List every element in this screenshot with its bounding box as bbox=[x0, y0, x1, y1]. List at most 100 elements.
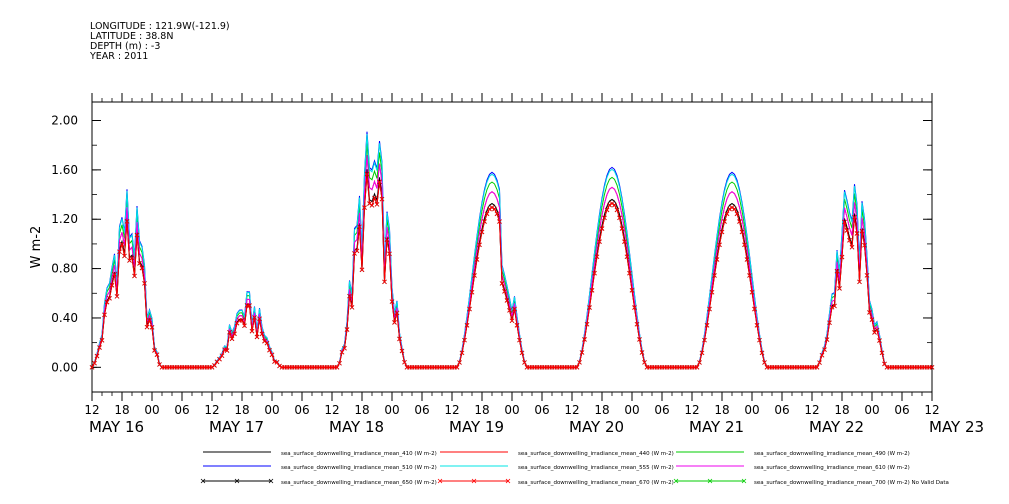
series-marker bbox=[607, 202, 612, 208]
legend-label: sea_surface_downwelling_irradiance_mean_… bbox=[518, 451, 674, 457]
series-marker bbox=[694, 365, 700, 370]
series-marker bbox=[387, 251, 392, 257]
series-marker bbox=[519, 350, 525, 356]
x-day-label: MAY 23 bbox=[929, 418, 984, 436]
series-marker bbox=[269, 352, 275, 358]
x-tick-label: 06 bbox=[174, 403, 189, 417]
series-marker bbox=[377, 179, 382, 185]
series-marker bbox=[609, 201, 615, 206]
series-marker bbox=[112, 271, 117, 277]
series-marker bbox=[107, 296, 112, 301]
series-marker bbox=[619, 226, 625, 231]
x-tick-label: 06 bbox=[654, 403, 669, 417]
series-marker bbox=[599, 226, 605, 231]
series-marker bbox=[747, 273, 752, 278]
series-marker bbox=[89, 365, 95, 370]
legend-label: sea_surface_downwelling_irradiance_mean_… bbox=[754, 480, 949, 486]
series-marker bbox=[469, 289, 475, 295]
series-marker bbox=[827, 320, 832, 326]
series-marker bbox=[859, 228, 865, 234]
series-marker bbox=[147, 317, 152, 323]
series-marker bbox=[929, 365, 935, 370]
series-marker bbox=[492, 206, 497, 212]
series-marker bbox=[752, 306, 757, 312]
series-marker bbox=[839, 254, 845, 260]
metadata-latitude: LATITUDE : 38.8N bbox=[90, 31, 174, 42]
series-marker bbox=[217, 356, 222, 362]
series-marker bbox=[849, 244, 855, 250]
series-line bbox=[92, 155, 932, 368]
series-marker bbox=[359, 267, 365, 273]
series-marker bbox=[617, 215, 622, 221]
series-marker bbox=[734, 211, 740, 217]
metadata-longitude: LONGITUDE : 121.9W(-121.9) bbox=[90, 21, 230, 32]
series-line bbox=[92, 169, 932, 368]
x-tick-label: 00 bbox=[264, 403, 279, 417]
series-marker bbox=[579, 350, 585, 355]
series-marker bbox=[722, 219, 727, 224]
x-tick-label: 12 bbox=[204, 403, 219, 417]
series-marker bbox=[132, 273, 137, 279]
series-marker bbox=[224, 348, 230, 353]
x-day-label: MAY 17 bbox=[209, 418, 264, 436]
series-marker bbox=[474, 257, 480, 262]
series-marker bbox=[489, 205, 495, 210]
series-marker bbox=[457, 360, 462, 365]
series-marker bbox=[829, 304, 835, 310]
series-marker bbox=[814, 365, 820, 370]
series-marker bbox=[584, 321, 590, 327]
series-marker bbox=[249, 328, 255, 334]
x-tick-label: 12 bbox=[804, 403, 819, 417]
y-tick-label: 0.80 bbox=[51, 262, 78, 276]
series-marker bbox=[344, 327, 350, 332]
series-marker bbox=[479, 229, 485, 235]
series-marker bbox=[229, 336, 235, 342]
series-marker bbox=[602, 215, 607, 221]
legend-label: sea_surface_downwelling_irradiance_mean_… bbox=[518, 465, 674, 471]
series-marker bbox=[819, 352, 825, 358]
legend-label: sea_surface_downwelling_irradiance_mean_… bbox=[281, 465, 437, 471]
series-marker bbox=[349, 305, 355, 310]
x-tick-label: 18 bbox=[114, 403, 129, 417]
x-tick-label: 18 bbox=[234, 403, 249, 417]
series-marker bbox=[842, 219, 847, 225]
series-marker bbox=[749, 289, 755, 295]
series-marker bbox=[729, 205, 735, 210]
legend-marker bbox=[673, 478, 679, 484]
series-marker bbox=[372, 195, 377, 201]
series-marker bbox=[762, 360, 767, 365]
x-day-label: MAY 22 bbox=[809, 418, 864, 436]
series-marker bbox=[122, 253, 127, 259]
series-marker bbox=[462, 337, 467, 343]
series-marker bbox=[707, 306, 712, 312]
x-tick-label: 06 bbox=[414, 403, 429, 417]
x-day-label: MAY 20 bbox=[569, 418, 624, 436]
series-marker bbox=[154, 352, 160, 357]
series-marker bbox=[877, 338, 882, 343]
x-day-label: MAY 21 bbox=[689, 418, 744, 436]
series-marker bbox=[482, 219, 487, 224]
series-marker bbox=[642, 360, 647, 365]
x-tick-label: 00 bbox=[504, 403, 519, 417]
series-marker bbox=[242, 323, 247, 329]
series-marker bbox=[697, 360, 702, 365]
series-marker bbox=[102, 312, 107, 318]
series-marker bbox=[514, 323, 520, 328]
series-marker bbox=[267, 347, 272, 353]
series-marker bbox=[494, 211, 500, 217]
x-tick-label: 18 bbox=[474, 403, 489, 417]
series-marker bbox=[119, 242, 125, 247]
series-line bbox=[92, 155, 932, 368]
x-tick-label: 12 bbox=[564, 403, 579, 417]
series-marker bbox=[604, 207, 610, 213]
x-tick-label: 00 bbox=[864, 403, 879, 417]
series-marker bbox=[504, 298, 510, 303]
series-marker bbox=[277, 363, 282, 369]
series-marker bbox=[834, 268, 840, 274]
series-marker bbox=[862, 242, 867, 248]
series-marker bbox=[129, 255, 135, 261]
series-marker bbox=[717, 242, 722, 248]
legend-marker bbox=[200, 478, 206, 484]
series-marker bbox=[824, 337, 830, 342]
